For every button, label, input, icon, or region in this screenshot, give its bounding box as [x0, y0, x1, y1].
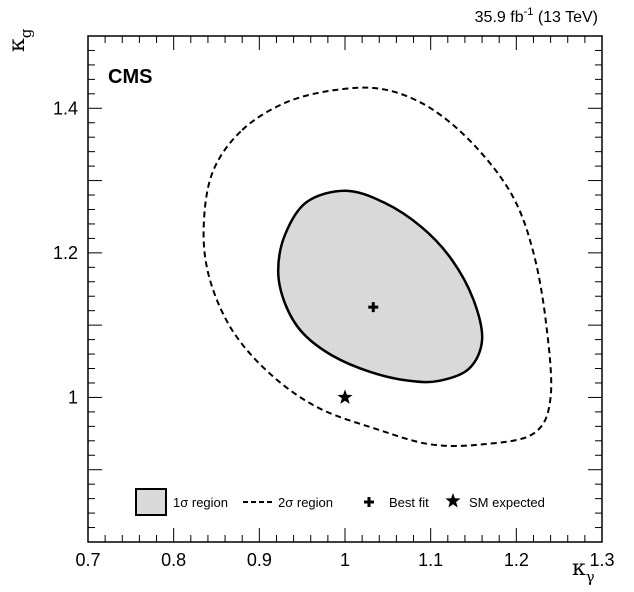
legend-2sigma-label: 2σ region [278, 495, 333, 510]
x-axis-title: κγ [572, 556, 595, 586]
x-tick-label-0: 0.7 [75, 550, 100, 570]
legend-sm-star-icon [445, 493, 461, 508]
x-tick-label-4: 1.1 [418, 550, 443, 570]
x-axis-symbol: κ [572, 556, 586, 581]
legend-1sigma-label: 1σ region [173, 495, 228, 510]
x-tick-label-5: 1.2 [504, 550, 529, 570]
region-1sigma-contour [276, 189, 484, 384]
y-axis-symbol: κ [5, 38, 30, 52]
luminosity-label: 35.9 fb-1 (13 TeV) [475, 6, 598, 26]
region-2sigma-contour [202, 86, 553, 447]
luminosity-exponent: -1 [524, 6, 534, 18]
axis-tick-labels: 0.7 0.8 0.9 1 1.1 1.2 1.3 1 1.2 1.4 [53, 98, 615, 570]
legend-best-fit-icon [364, 497, 374, 507]
best-fit-marker [368, 302, 379, 313]
y-axis-title: κg [5, 28, 35, 52]
y-tick-label-1: 1.2 [53, 243, 78, 263]
x-tick-label-1: 0.8 [161, 550, 186, 570]
axis-ticks [87, 35, 603, 543]
y-tick-label-2: 1.4 [53, 98, 78, 118]
y-axis-subscript: g [17, 28, 35, 38]
x-tick-label-2: 0.9 [247, 550, 272, 570]
y-tick-label-0: 1 [68, 387, 78, 407]
plot-area [202, 86, 553, 447]
legend-best-fit-label: Best fit [389, 495, 429, 510]
energy-label: (13 TeV) [533, 9, 598, 26]
best-fit-cross [368, 302, 379, 313]
legend: 1σ region 2σ region Best fit SM expected [135, 488, 545, 516]
sm-expected-star-icon [337, 389, 353, 404]
legend-1sigma-swatch [135, 488, 167, 516]
luminosity-value: 35.9 fb [475, 9, 524, 26]
x-tick-label-6: 1.3 [589, 550, 614, 570]
experiment-label: CMS [108, 66, 152, 88]
x-tick-label-3: 1 [340, 550, 350, 570]
legend-sm-label: SM expected [469, 495, 545, 510]
x-axis-subscript: γ [586, 568, 595, 586]
